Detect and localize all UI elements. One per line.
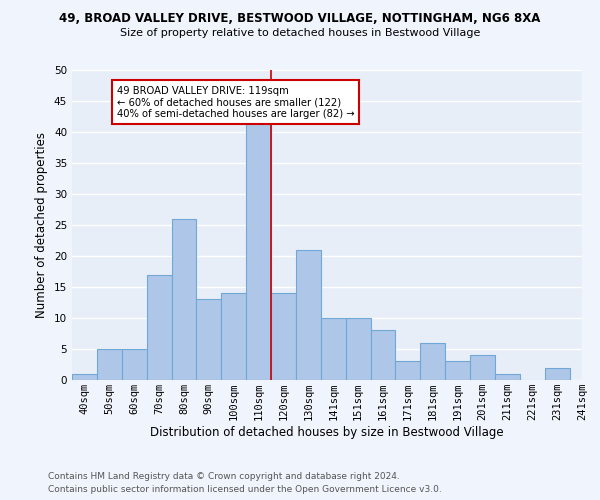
Bar: [122, 349, 146, 380]
Bar: [146, 274, 172, 380]
Bar: [420, 343, 445, 380]
Text: Contains public sector information licensed under the Open Government Licence v3: Contains public sector information licen…: [48, 485, 442, 494]
Bar: [296, 250, 321, 380]
Bar: [271, 293, 296, 380]
Text: 49, BROAD VALLEY DRIVE, BESTWOOD VILLAGE, NOTTINGHAM, NG6 8XA: 49, BROAD VALLEY DRIVE, BESTWOOD VILLAGE…: [59, 12, 541, 26]
Bar: [221, 293, 246, 380]
Text: Contains HM Land Registry data © Crown copyright and database right 2024.: Contains HM Land Registry data © Crown c…: [48, 472, 400, 481]
Bar: [495, 374, 520, 380]
Bar: [346, 318, 371, 380]
Bar: [321, 318, 346, 380]
Bar: [445, 362, 470, 380]
Bar: [72, 374, 97, 380]
Bar: [470, 355, 495, 380]
Text: 49 BROAD VALLEY DRIVE: 119sqm
← 60% of detached houses are smaller (122)
40% of : 49 BROAD VALLEY DRIVE: 119sqm ← 60% of d…: [117, 86, 355, 118]
Bar: [172, 219, 196, 380]
Bar: [196, 300, 221, 380]
Text: Size of property relative to detached houses in Bestwood Village: Size of property relative to detached ho…: [120, 28, 480, 38]
Bar: [246, 120, 271, 380]
X-axis label: Distribution of detached houses by size in Bestwood Village: Distribution of detached houses by size …: [150, 426, 504, 439]
Y-axis label: Number of detached properties: Number of detached properties: [35, 132, 49, 318]
Bar: [395, 362, 420, 380]
Bar: [371, 330, 395, 380]
Bar: [97, 349, 122, 380]
Bar: [545, 368, 569, 380]
